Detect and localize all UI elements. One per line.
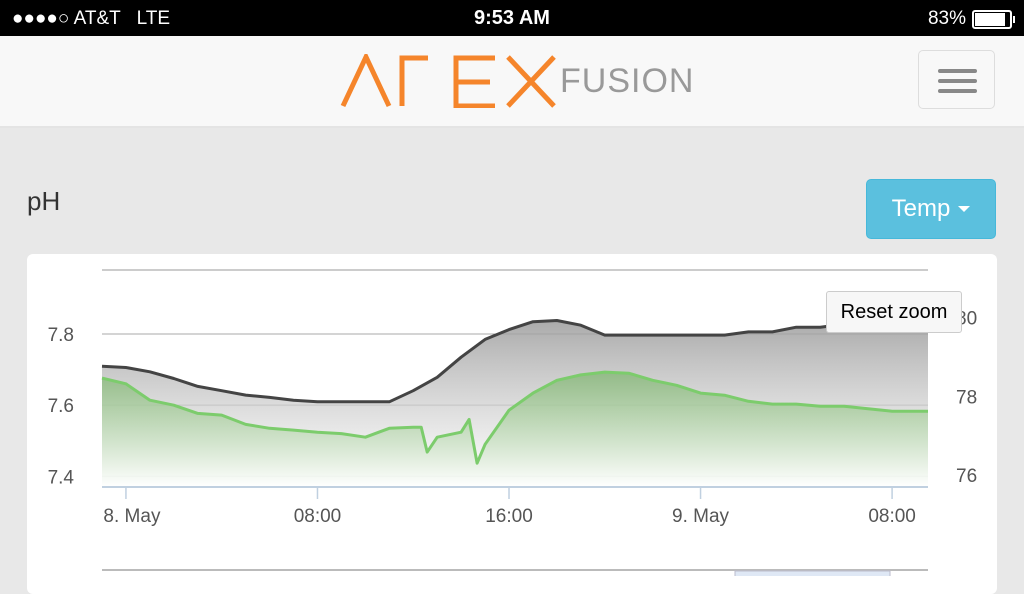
x-axis-tick-label: 08:00 bbox=[294, 506, 342, 527]
hamburger-icon bbox=[938, 69, 977, 73]
network-type: LTE bbox=[136, 8, 171, 29]
left-axis-tick-label: 7.4 bbox=[48, 467, 75, 488]
selector-label: Temp bbox=[891, 195, 951, 222]
status-bar: ●●●●○ AT&T LTE 9:53 AM 83% bbox=[0, 0, 1024, 36]
apex-logo[interactable] bbox=[340, 54, 560, 108]
app-header: FUSION bbox=[0, 36, 1024, 128]
battery-icon bbox=[972, 9, 1015, 29]
series-line-0[interactable] bbox=[101, 315, 929, 404]
x-axis-tick-label: 8. May bbox=[103, 506, 161, 527]
caret-down-icon bbox=[958, 206, 971, 212]
x-axis-tick-label: 08:00 bbox=[868, 506, 916, 527]
logo-sub: FUSION bbox=[560, 62, 695, 100]
navigator-selection-handle[interactable] bbox=[734, 570, 891, 576]
series-line-1[interactable] bbox=[101, 370, 928, 465]
probe-selector-dropdown[interactable]: Temp bbox=[866, 179, 996, 239]
reset-zoom-button[interactable]: Reset zoom bbox=[826, 291, 962, 333]
right-axis-tick-label: 76 bbox=[956, 466, 977, 487]
page-title: pH bbox=[27, 186, 61, 216]
x-axis-tick-label: 9. May bbox=[672, 506, 730, 527]
right-axis-tick-label: 78 bbox=[956, 387, 977, 408]
signal-icon: ●●●●○ bbox=[12, 8, 70, 29]
left-axis-tick-label: 7.6 bbox=[48, 396, 74, 417]
x-axis-tick-label: 16:00 bbox=[485, 506, 533, 527]
battery-percent: 83% bbox=[927, 8, 966, 29]
clock: 9:53 AM bbox=[474, 7, 550, 29]
battery-info: 83% bbox=[927, 8, 1015, 30]
carrier-info: ●●●●○ AT&T LTE bbox=[12, 8, 170, 30]
series-area-1 bbox=[102, 372, 928, 487]
left-axis-tick-label: 7.8 bbox=[48, 325, 74, 346]
carrier: AT&T bbox=[73, 8, 121, 29]
hamburger-menu-button[interactable] bbox=[918, 50, 995, 109]
